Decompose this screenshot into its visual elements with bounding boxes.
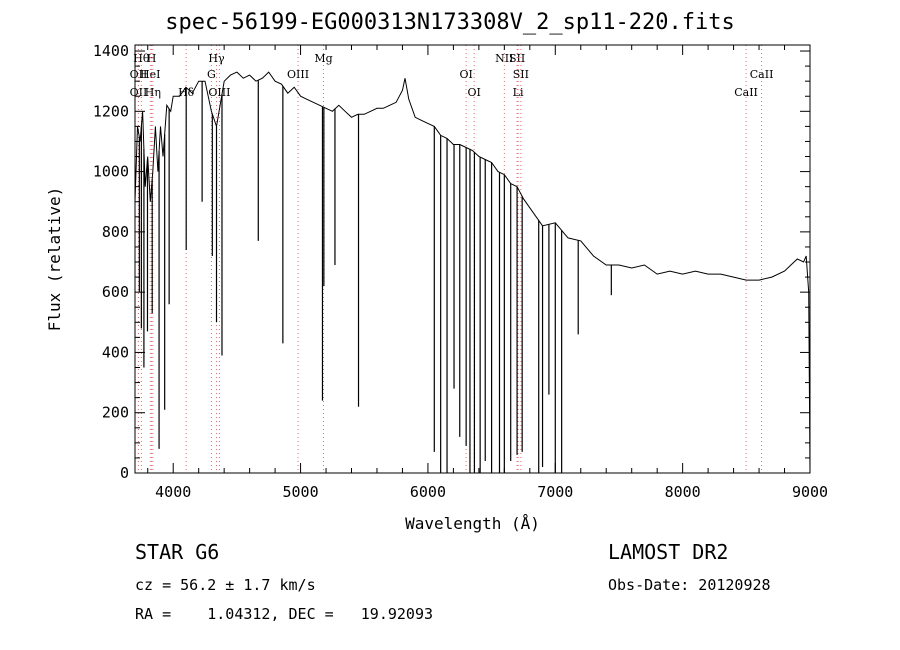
- line-marker-label: NII: [495, 52, 513, 65]
- y-tick-label: 0: [120, 464, 129, 482]
- line-marker-label: OII: [130, 86, 148, 99]
- y-tick-label: 1000: [93, 163, 129, 181]
- line-marker-label: SII: [509, 52, 525, 65]
- line-marker-label: G: [207, 68, 216, 81]
- line-marker-label: Hγ: [208, 52, 225, 65]
- redshift-cz: cz = 56.2 ± 1.7 km/s: [135, 576, 316, 594]
- y-tick-label: 200: [102, 404, 129, 422]
- line-marker-label: OIII: [208, 86, 230, 99]
- x-axis-label: Wavelength (Å): [405, 514, 540, 533]
- y-axis-label: Flux (relative): [45, 187, 64, 332]
- line-marker-label: OII: [130, 68, 148, 81]
- x-tick-label: 4000: [155, 483, 191, 501]
- line-marker-label: Li: [513, 86, 524, 99]
- x-tick-label: 5000: [283, 483, 319, 501]
- y-tick-label: 1400: [93, 42, 129, 60]
- survey-name: LAMOST DR2: [608, 540, 729, 564]
- y-tick-label: 1200: [93, 102, 129, 120]
- line-marker-label: SII: [513, 68, 529, 81]
- y-tick-label: 800: [102, 223, 129, 241]
- chart-title: spec-56199-EG000313N173308V_2_sp11-220.f…: [165, 10, 735, 35]
- line-marker-label: Hη: [145, 86, 161, 99]
- line-marker-label: HeI: [140, 68, 160, 81]
- y-tick-label: 400: [102, 343, 129, 361]
- object-class: STAR G6: [135, 540, 220, 564]
- line-marker-label: Hθ: [133, 52, 150, 65]
- line-marker-label: CaII: [734, 86, 758, 99]
- line-marker-label: CaII: [750, 68, 774, 81]
- plot-frame: [134, 44, 811, 474]
- x-tick-label: 8000: [665, 483, 701, 501]
- spectrum-line: [134, 71, 811, 474]
- line-marker-label: OI: [459, 68, 472, 81]
- line-marker-label: OIII: [287, 68, 309, 81]
- x-tick-label: 9000: [792, 483, 828, 501]
- x-tick-label: 7000: [537, 483, 573, 501]
- line-marker-label: Mg: [314, 52, 332, 65]
- line-marker-label: H: [147, 52, 157, 65]
- ra-dec: RA = 1.04312, DEC = 19.92093: [135, 605, 434, 623]
- x-tick-label: 6000: [410, 483, 446, 501]
- line-marker-label: OI: [467, 86, 480, 99]
- obs-date: Obs-Date: 20120928: [608, 576, 771, 594]
- y-tick-label: 600: [102, 283, 129, 301]
